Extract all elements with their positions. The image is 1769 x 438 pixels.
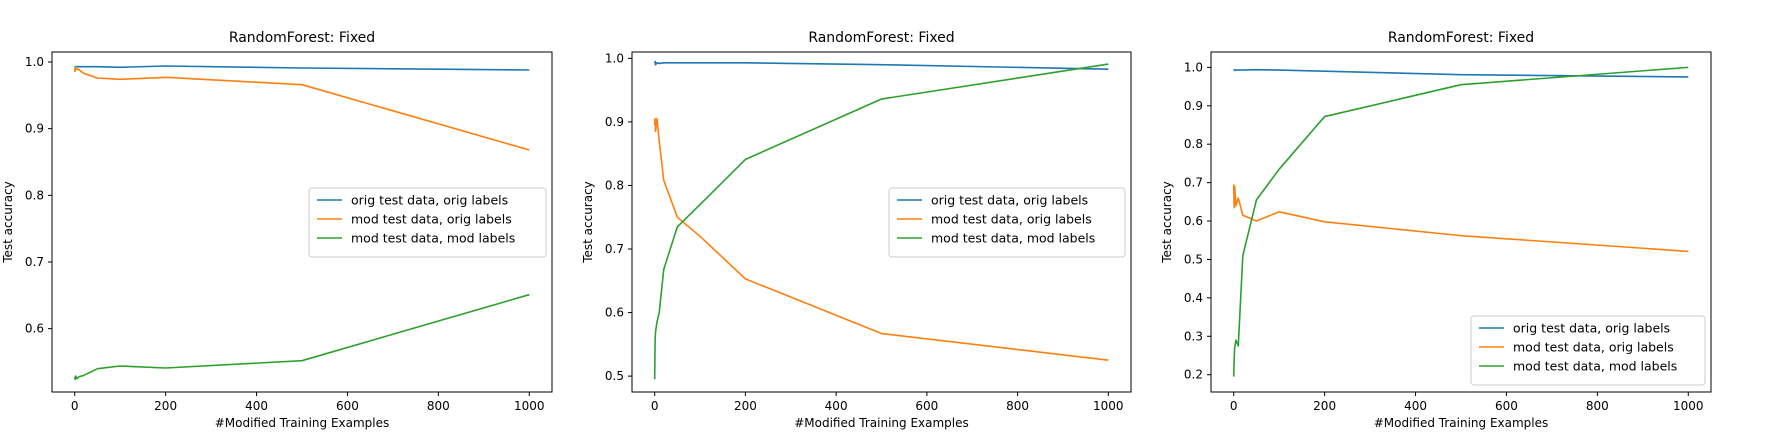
series-lines bbox=[1232, 66, 1689, 377]
y-tick-label: 0.9 bbox=[605, 115, 624, 129]
subplot-2: 0 200 400 600 800 1000 0.5 0.6 0.7 0.8 0.9 1.0 Rando… bbox=[581, 30, 1132, 430]
series-lines bbox=[653, 60, 1109, 380]
legend-box bbox=[888, 187, 1126, 258]
legend-box bbox=[308, 187, 547, 258]
chart-title: RandomForest: Fixed bbox=[808, 30, 954, 46]
x-tick-label: 0 bbox=[651, 399, 659, 413]
legend: orig test data, orig labels mod test data… bbox=[1470, 315, 1706, 386]
y-tick-label: 0.7 bbox=[605, 242, 624, 256]
x-tick-label: 600 bbox=[336, 399, 359, 413]
series-line-3 bbox=[73, 293, 530, 381]
x-tick-label: 200 bbox=[734, 399, 757, 413]
x-tick-label: 400 bbox=[245, 399, 268, 413]
y-tick-label: 0.8 bbox=[1184, 137, 1203, 151]
legend-label: mod test data, orig labels bbox=[1513, 340, 1674, 355]
y-tick-label: 0.9 bbox=[25, 122, 44, 136]
y-tick-label: 0.2 bbox=[1184, 368, 1203, 382]
x-tick-label: 200 bbox=[1313, 399, 1336, 413]
series-line-2 bbox=[1232, 184, 1689, 253]
x-tick-label: 1000 bbox=[514, 399, 545, 413]
x-tick-label: 400 bbox=[1404, 399, 1427, 413]
legend-label: mod test data, orig labels bbox=[351, 212, 512, 227]
x-axis-label: #Modified Training Examples bbox=[794, 416, 969, 430]
legend-label: orig test data, orig labels bbox=[351, 193, 508, 208]
subplot-1: 0 200 400 600 800 1000 0.6 0.7 0.8 0.9 1.0 RandomFo… bbox=[1, 30, 553, 430]
y-axis-label: Test accuracy bbox=[581, 181, 595, 264]
legend: orig test data, orig labels mod test data… bbox=[888, 187, 1126, 258]
legend: orig test data, orig labels mod test data… bbox=[308, 187, 547, 258]
legend-label: orig test data, orig labels bbox=[1513, 321, 1670, 336]
x-tick-label: 600 bbox=[1495, 399, 1518, 413]
legend-label: mod test data, mod labels bbox=[931, 231, 1095, 246]
y-tick-label: 0.7 bbox=[1184, 176, 1203, 190]
x-tick-label: 600 bbox=[915, 399, 938, 413]
chart-title: RandomForest: Fixed bbox=[1388, 30, 1534, 46]
legend-box bbox=[1470, 315, 1706, 386]
y-tick-label: 0.6 bbox=[605, 306, 624, 320]
y-tick-label: 1.0 bbox=[1184, 60, 1203, 74]
y-tick-label: 0.6 bbox=[1184, 214, 1203, 228]
subplot-3: 0 200 400 600 800 1000 0.2 0.3 0.4 0.5 0.6 0.7 0.8 0.… bbox=[1160, 30, 1712, 430]
series-line-2 bbox=[73, 66, 530, 151]
series-line-3 bbox=[1232, 66, 1689, 377]
x-tick-label: 1000 bbox=[1093, 399, 1124, 413]
plot-frame bbox=[51, 51, 553, 393]
x-tick-label: 0 bbox=[1230, 399, 1238, 413]
x-tick-label: 1000 bbox=[1673, 399, 1704, 413]
series-line-1 bbox=[74, 65, 530, 71]
plot-frame bbox=[631, 51, 1132, 393]
chart-title: RandomForest: Fixed bbox=[229, 30, 375, 46]
y-tick-label: 0.3 bbox=[1184, 329, 1203, 343]
y-tick-label: 0.5 bbox=[1184, 252, 1203, 266]
y-tick-label: 0.8 bbox=[25, 188, 44, 202]
y-tick-label: 1.0 bbox=[25, 55, 44, 69]
x-tick-label: 800 bbox=[427, 399, 450, 413]
y-tick-label: 0.9 bbox=[1184, 99, 1203, 113]
legend-label: orig test data, orig labels bbox=[931, 193, 1088, 208]
x-tick-label: 200 bbox=[154, 399, 177, 413]
x-tick-label: 800 bbox=[1006, 399, 1029, 413]
series-line-1 bbox=[653, 60, 1109, 70]
series-line-2 bbox=[653, 117, 1109, 362]
y-tick-label: 0.5 bbox=[605, 369, 624, 383]
y-axis-label: Test accuracy bbox=[1160, 181, 1174, 264]
x-axis-label: #Modified Training Examples bbox=[1374, 416, 1549, 430]
legend-label: mod test data, mod labels bbox=[351, 231, 515, 246]
y-tick-label: 0.6 bbox=[25, 322, 44, 336]
y-tick-label: 0.7 bbox=[25, 255, 44, 269]
y-tick-label: 1.0 bbox=[605, 51, 624, 65]
y-tick-label: 0.4 bbox=[1184, 291, 1203, 305]
x-tick-label: 0 bbox=[71, 399, 79, 413]
y-axis-label: Test accuracy bbox=[1, 181, 15, 264]
series-lines bbox=[73, 65, 530, 381]
y-tick-label: 0.8 bbox=[605, 178, 624, 192]
legend-label: mod test data, mod labels bbox=[1513, 359, 1677, 374]
plot-frame bbox=[1210, 51, 1712, 393]
x-tick-label: 800 bbox=[1586, 399, 1609, 413]
legend-label: mod test data, orig labels bbox=[931, 212, 1092, 227]
series-line-1 bbox=[1233, 68, 1689, 78]
series-line-3 bbox=[653, 63, 1109, 380]
x-tick-label: 400 bbox=[825, 399, 848, 413]
x-axis-label: #Modified Training Examples bbox=[215, 416, 390, 430]
